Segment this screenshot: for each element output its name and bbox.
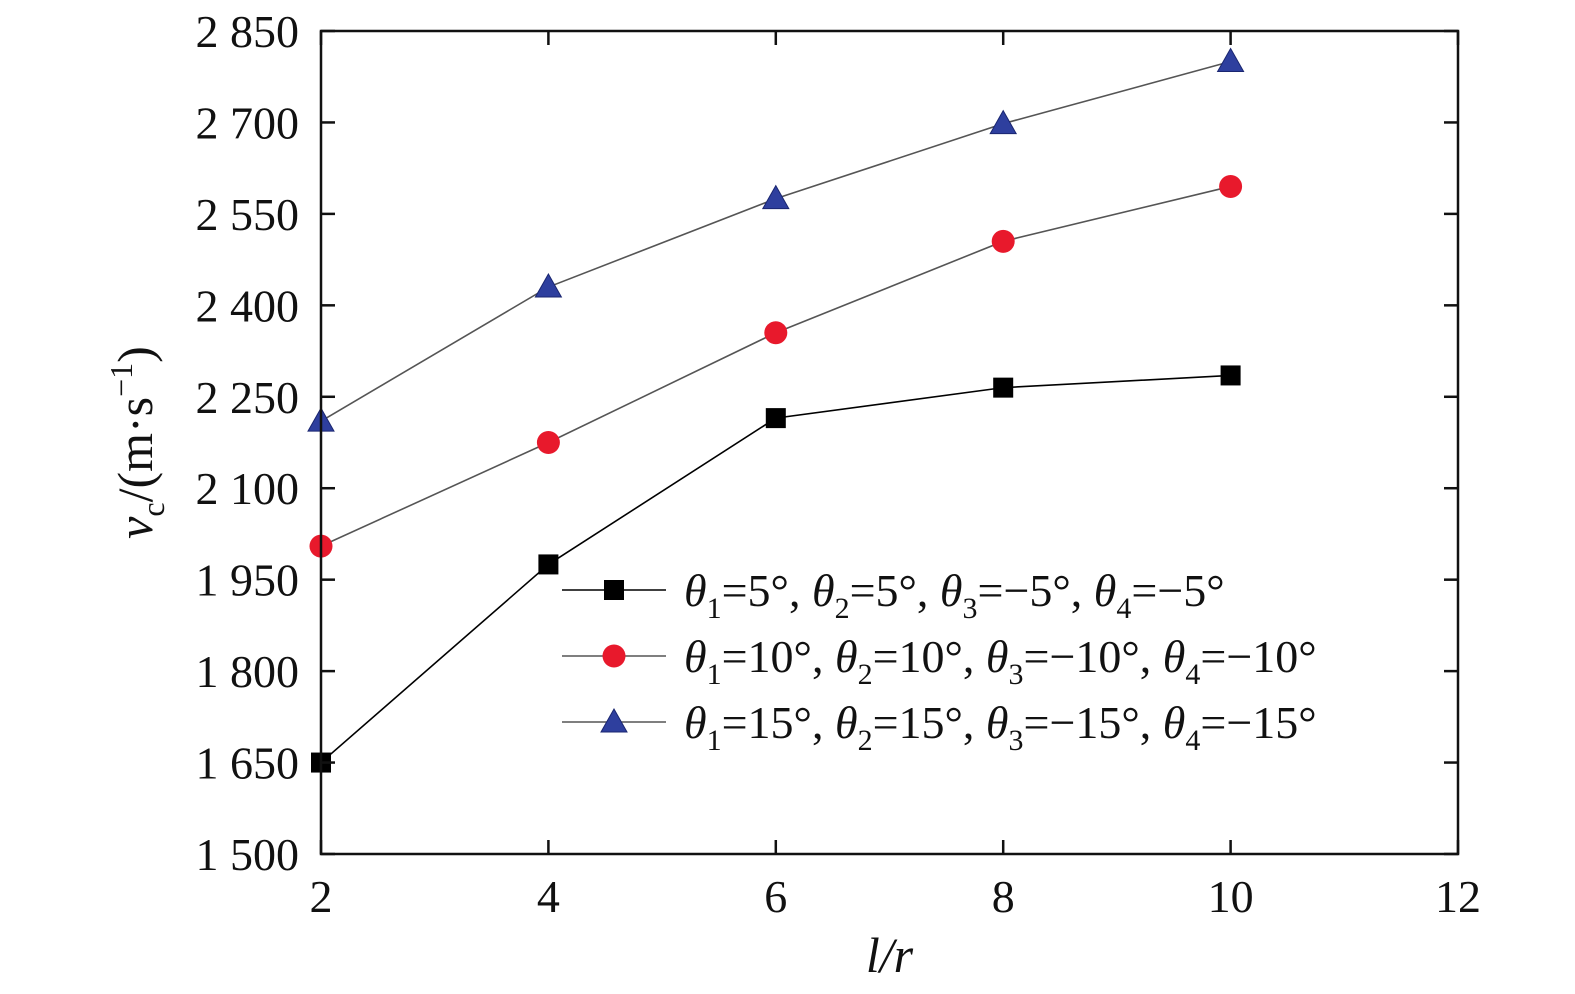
y-tick-label: 2 850 xyxy=(196,6,300,57)
data-point-triangle xyxy=(1216,47,1245,72)
svg-text:vc/(m·s−1): vc/(m·s−1) xyxy=(103,346,171,539)
data-point-circle xyxy=(764,321,788,345)
legend-item: θ1=10°, θ2=10°, θ3=−10°, θ4=−10° xyxy=(562,631,1317,691)
y-tick-label: 2 100 xyxy=(196,463,300,514)
y-axis-label-exponent: −1 xyxy=(103,363,139,397)
y-axis-label-subscript: c xyxy=(135,502,171,516)
y-tick-label: 2 700 xyxy=(196,97,300,148)
data-point-circle xyxy=(1219,174,1243,198)
y-tick-label: 2 250 xyxy=(196,372,300,423)
y-axis-label: vc/(m·s−1) xyxy=(103,346,171,539)
data-point-square xyxy=(993,377,1014,398)
legend-marker-triangle xyxy=(600,707,628,733)
y-axis-label-close: ) xyxy=(107,346,163,363)
x-tick-label: 2 xyxy=(310,871,333,922)
series-line xyxy=(320,185,1231,547)
x-tick-label: 8 xyxy=(992,871,1015,922)
y-axis-label-symbol: v xyxy=(107,516,163,539)
x-tick-label: 4 xyxy=(537,871,560,922)
legend-item: θ1=15°, θ2=15°, θ3=−15°, θ4=−15° xyxy=(562,697,1317,757)
legend-marker-square xyxy=(604,580,624,600)
data-point-square xyxy=(765,408,786,429)
legend-label: θ1=15°, θ2=15°, θ3=−15°, θ4=−15° xyxy=(684,697,1317,757)
axis-labels: 2 4 6 8 10 12 1 500 1 650 1 800 1 950 2 100 2 250 2 … xyxy=(103,6,1481,983)
y-tick-label: 1 500 xyxy=(196,829,300,880)
x-tick-label: 12 xyxy=(1435,871,1481,922)
x-axis-label: l/r xyxy=(866,927,914,983)
legend-label: θ1=10°, θ2=10°, θ3=−10°, θ4=−10° xyxy=(684,631,1317,691)
data-point-circle xyxy=(991,229,1015,253)
data-point-triangle xyxy=(989,109,1018,135)
y-axis-label-unit: /(m·s xyxy=(107,397,163,503)
data-point-square xyxy=(538,554,559,575)
data-point-triangle xyxy=(534,273,563,298)
axis-ticks xyxy=(319,29,1460,856)
plot-frame xyxy=(319,29,1460,856)
y-tick-label: 2 400 xyxy=(196,280,300,331)
y-tick-label: 1 800 xyxy=(196,646,300,697)
data-point-triangle xyxy=(761,184,790,210)
y-tick-label: 2 550 xyxy=(196,189,300,240)
series-layer xyxy=(307,47,1245,773)
x-tick-label: 6 xyxy=(764,871,787,922)
series-line xyxy=(320,60,1231,422)
legend: θ1=5°, θ2=5°, θ3=−5°, θ4=−5°θ1=10°, θ2=1… xyxy=(562,565,1317,757)
data-point-circle xyxy=(536,431,560,454)
legend-label: θ1=5°, θ2=5°, θ3=−5°, θ4=−5° xyxy=(684,565,1225,625)
series-circle xyxy=(309,174,1243,558)
legend-marker-circle xyxy=(602,644,626,668)
y-tick-label: 1 650 xyxy=(196,738,300,789)
x-tick-label: 10 xyxy=(1208,871,1254,922)
series-triangle xyxy=(307,47,1245,432)
legend-item: θ1=5°, θ2=5°, θ3=−5°, θ4=−5° xyxy=(562,565,1225,625)
y-tick-label: 1 950 xyxy=(196,555,300,606)
data-point-square xyxy=(1220,365,1241,386)
